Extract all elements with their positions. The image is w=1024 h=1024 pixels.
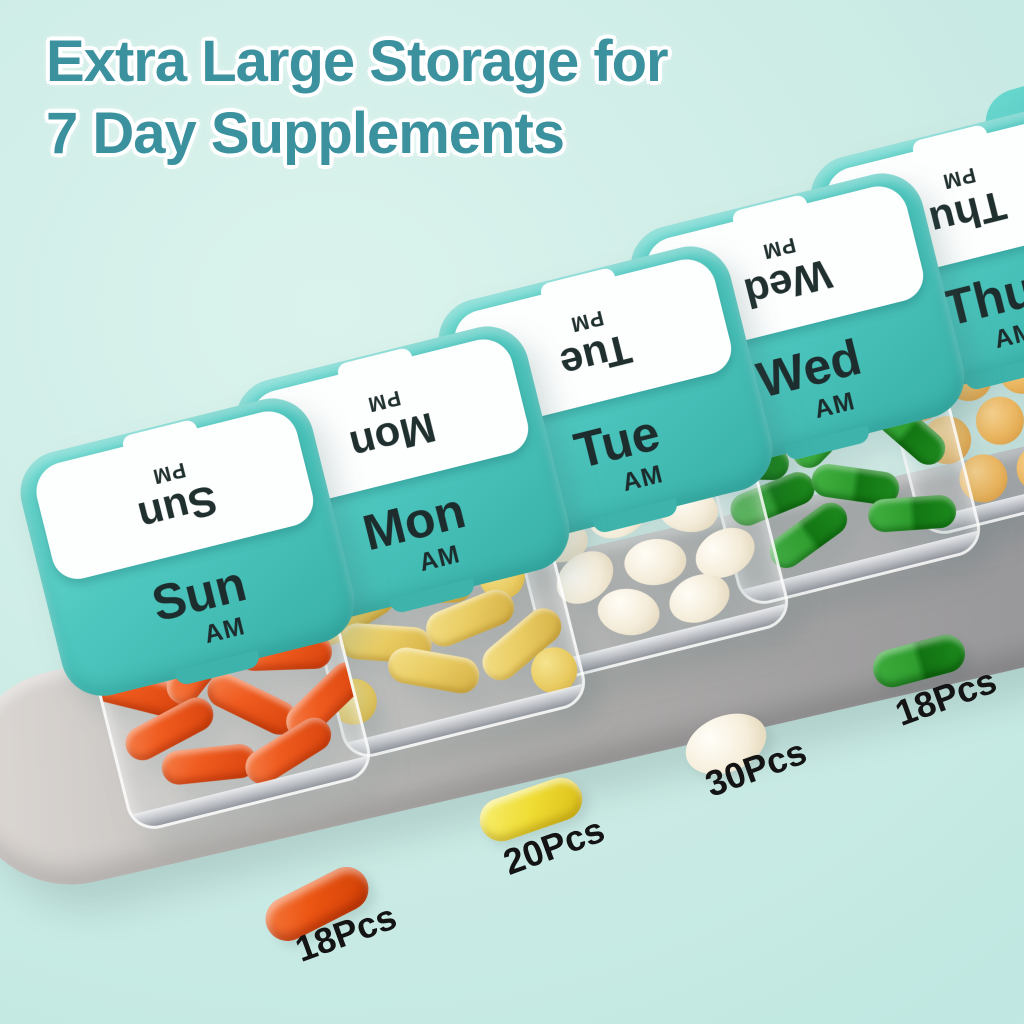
pm-day-label: Sun bbox=[133, 476, 223, 542]
pm-day-label: Thu bbox=[924, 181, 1011, 246]
pill-orange bbox=[160, 742, 259, 787]
pm-day-label: Tue bbox=[555, 325, 637, 389]
page-title: Extra Large Storage for 7 Day Supplement… bbox=[46, 26, 669, 170]
pill-white bbox=[594, 584, 663, 640]
page-title-line2: 7 Day Supplements bbox=[46, 100, 565, 166]
pill-white bbox=[622, 535, 689, 589]
pill-yellow bbox=[385, 644, 483, 697]
page-title-line1: Extra Large Storage for bbox=[46, 29, 669, 94]
pm-day-label: Mon bbox=[345, 403, 441, 471]
pm-day-label: Wed bbox=[739, 250, 837, 318]
pill-green-capsule bbox=[867, 494, 958, 534]
pill-tan bbox=[1011, 439, 1024, 498]
